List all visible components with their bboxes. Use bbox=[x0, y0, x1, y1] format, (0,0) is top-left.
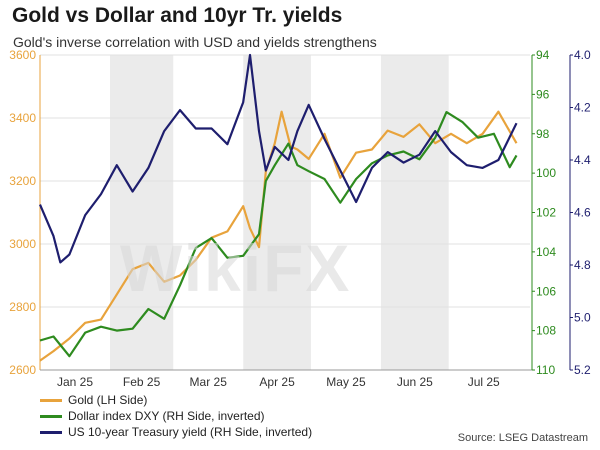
dxy-tick-label: 96 bbox=[536, 87, 550, 101]
legend-swatch-dxy bbox=[40, 414, 62, 418]
legend-swatch-yield bbox=[40, 430, 62, 434]
legend-label-gold: Gold (LH Side) bbox=[68, 393, 148, 407]
yield-tick-label: 4.2 bbox=[574, 101, 591, 115]
x-tick-label: Jun 25 bbox=[397, 375, 433, 389]
shaded-months bbox=[110, 55, 449, 370]
left-tick-label: 3600 bbox=[9, 48, 36, 62]
axes: 2600 2800 3000 3200 3400 3600 94 96 98 100 102 104 1… bbox=[9, 48, 591, 389]
left-tick-label: 3200 bbox=[9, 174, 36, 188]
series-yield-line bbox=[38, 53, 518, 264]
x-tick-label: Feb 25 bbox=[123, 375, 161, 389]
wikifx-watermark: WikiFX bbox=[120, 231, 352, 305]
x-tick-label: Apr 25 bbox=[259, 375, 295, 389]
legend-item-yield: US 10-year Treasury yield (RH Side, inve… bbox=[40, 424, 312, 440]
dxy-tick-label: 104 bbox=[536, 245, 556, 259]
dxy-tick-label: 106 bbox=[536, 284, 556, 298]
shade-2025-02 bbox=[110, 55, 174, 370]
legend: Gold (LH Side) Dollar index DXY (RH Side… bbox=[40, 392, 312, 440]
x-tick-label: Jan 25 bbox=[57, 375, 93, 389]
yield-tick-label: 4.8 bbox=[574, 258, 591, 272]
legend-item-gold: Gold (LH Side) bbox=[40, 392, 312, 408]
dxy-tick-label: 100 bbox=[536, 166, 556, 180]
shade-2025-06 bbox=[380, 55, 449, 370]
left-tick-label: 3000 bbox=[9, 237, 36, 251]
dxy-tick-label: 108 bbox=[536, 324, 556, 338]
dxy-tick-label: 98 bbox=[536, 127, 550, 141]
x-tick-label: May 25 bbox=[326, 375, 366, 389]
x-tick-label: Mar 25 bbox=[190, 375, 228, 389]
yield-tick-label: 4.4 bbox=[574, 153, 591, 167]
source-note: Source: LSEG Datastream bbox=[457, 432, 588, 444]
left-tick-label: 2800 bbox=[9, 300, 36, 314]
dxy-tick-label: 110 bbox=[536, 363, 555, 377]
left-tick-label: 2600 bbox=[9, 363, 36, 377]
left-tick-label: 3400 bbox=[9, 111, 36, 125]
legend-swatch-gold bbox=[40, 398, 62, 402]
dxy-tick-label: 102 bbox=[536, 206, 556, 220]
series-gold-line bbox=[39, 110, 518, 362]
yield-tick-label: 4.6 bbox=[574, 206, 591, 220]
chart-title: Gold vs Dollar and 10yr Tr. yields bbox=[12, 4, 343, 27]
shade-2025-04 bbox=[243, 55, 311, 370]
legend-label-dxy: Dollar index DXY (RH Side, inverted) bbox=[68, 409, 265, 423]
dxy-tick-label: 94 bbox=[536, 48, 550, 62]
series-lines bbox=[38, 53, 518, 362]
legend-item-dxy: Dollar index DXY (RH Side, inverted) bbox=[40, 408, 312, 424]
legend-label-yield: US 10-year Treasury yield (RH Side, inve… bbox=[68, 425, 313, 439]
yield-tick-label: 5.2 bbox=[574, 363, 591, 377]
yield-tick-label: 5.0 bbox=[574, 311, 591, 325]
yield-tick-label: 4.0 bbox=[574, 48, 591, 62]
chart-subtitle: Gold's inverse correlation with USD and … bbox=[13, 34, 377, 50]
x-tick-label: Jul 25 bbox=[468, 375, 500, 389]
